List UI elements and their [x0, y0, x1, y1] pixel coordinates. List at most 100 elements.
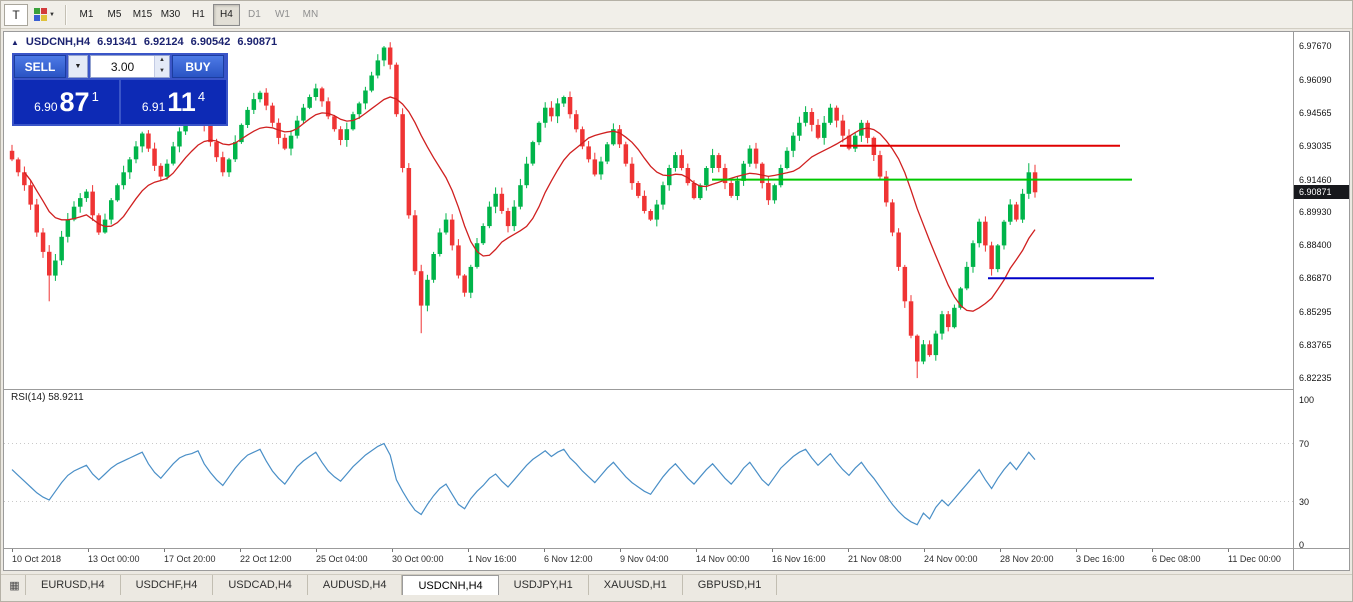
price-chart-canvas[interactable]: [4, 32, 1293, 389]
candle: [617, 129, 622, 145]
timeframe-h4[interactable]: H4: [212, 3, 240, 26]
pane-splitter[interactable]: [4, 389, 1293, 390]
time-axis-label: 1 Nov 16:00: [468, 554, 517, 564]
pointer-tool-button[interactable]: T: [4, 3, 28, 26]
candle: [78, 198, 83, 207]
candle: [908, 301, 914, 336]
candle: [9, 150, 15, 160]
candle: [511, 206, 517, 227]
tab-usdcad[interactable]: USDCAD,H4: [213, 575, 308, 595]
candle: [133, 146, 139, 160]
candle: [164, 163, 170, 177]
price-axis-label: 6.96090: [1299, 75, 1332, 85]
candle: [369, 75, 374, 91]
buy-price-display[interactable]: 6.91 11 4: [121, 80, 226, 124]
timeframe-m15[interactable]: M15: [129, 4, 156, 26]
tab-gbpusd[interactable]: GBPUSD,H1: [683, 575, 778, 595]
time-axis-label: 13 Oct 00:00: [88, 554, 140, 564]
candle: [822, 122, 827, 138]
lot-size-input[interactable]: [91, 56, 154, 77]
sell-price-display[interactable]: 6.90 87 1: [14, 80, 119, 124]
candle: [462, 275, 467, 293]
trade-options-dropdown[interactable]: ▼: [68, 55, 88, 78]
candle: [574, 114, 579, 130]
candle: [561, 97, 567, 104]
candle: [536, 122, 542, 143]
price-axis-label: 6.88400: [1299, 240, 1332, 250]
candle: [840, 120, 846, 136]
candle: [257, 92, 263, 100]
price-axis-label: 6.89930: [1299, 207, 1332, 217]
timeframe-w1[interactable]: W1: [269, 4, 296, 26]
timeframe-buttons: M1 M5 M15 M30 H1 H4 D1 W1 MN: [73, 3, 324, 26]
price-axis-label: 6.94565: [1299, 108, 1332, 118]
tab-usdchf[interactable]: USDCHF,H4: [121, 575, 214, 595]
time-axis: 10 Oct 2018 13 Oct 00:00 17 Oct 20:00 22 Oc…: [4, 548, 1349, 570]
candle: [989, 245, 994, 270]
time-axis-label: 16 Nov 16:00: [772, 554, 826, 564]
ma-line: [23, 96, 1036, 312]
candle: [791, 135, 796, 151]
candle: [592, 159, 598, 175]
candle: [685, 168, 691, 184]
candle: [251, 99, 257, 110]
lot-spinner-up-icon[interactable]: ▲: [159, 57, 165, 63]
candle: [183, 120, 188, 132]
candle: [431, 254, 436, 280]
timeframe-d1[interactable]: D1: [241, 4, 268, 26]
time-axis-label: 21 Nov 08:00: [848, 554, 902, 564]
candlestick-series: [9, 42, 1038, 379]
candle: [34, 204, 39, 233]
timeframe-m5[interactable]: M5: [101, 4, 128, 26]
candle: [846, 135, 852, 149]
timeframe-mn[interactable]: MN: [297, 4, 324, 26]
rsi-chart-canvas[interactable]: [4, 390, 1293, 548]
candle: [443, 219, 449, 233]
time-axis-tick: [468, 549, 469, 552]
tab-audusd[interactable]: AUDUSD,H4: [308, 575, 403, 595]
candle: [121, 172, 126, 186]
candle: [722, 168, 728, 184]
timeframe-m1[interactable]: M1: [73, 4, 100, 26]
time-axis-tick: [924, 549, 925, 552]
candle: [115, 185, 120, 201]
charts-list-icon[interactable]: ▦: [4, 575, 26, 595]
candle: [660, 185, 666, 205]
candle: [1026, 172, 1032, 194]
time-axis-label: 11 Dec 00:00: [1228, 554, 1281, 564]
time-axis-label: 28 Nov 20:00: [1000, 554, 1054, 564]
timeframe-h1[interactable]: H1: [185, 4, 212, 26]
candle: [567, 97, 573, 115]
chart-ohlc-header: ▲ USDCNH,H4 6.91341 6.92124 6.90542 6.90…: [11, 36, 277, 48]
candle: [865, 122, 870, 138]
buy-button[interactable]: BUY: [172, 55, 224, 78]
tab-usdjpy[interactable]: USDJPY,H1: [499, 575, 589, 595]
candle: [307, 97, 312, 108]
tab-xauusd[interactable]: XAUUSD,H1: [589, 575, 683, 595]
candle: [480, 226, 486, 244]
chart-objects-button[interactable]: ▼: [30, 4, 59, 26]
candle: [902, 266, 908, 302]
candle: [704, 168, 709, 186]
rsi-axis-label: 0: [1299, 540, 1305, 550]
candle: [505, 211, 511, 227]
lot-spinner-down-icon[interactable]: ▼: [159, 67, 165, 74]
candle: [834, 107, 839, 121]
timeframe-m30[interactable]: M30: [157, 4, 184, 26]
candle: [1008, 204, 1013, 222]
candle: [28, 185, 33, 205]
candle: [84, 191, 89, 199]
tab-eurusd[interactable]: EURUSD,H4: [26, 575, 121, 595]
time-axis-tick: [1228, 549, 1229, 552]
candle: [623, 144, 629, 164]
tab-usdcnh[interactable]: USDCNH,H4: [402, 575, 499, 595]
time-axis-tick: [696, 549, 697, 552]
candle: [784, 150, 790, 168]
candle: [772, 185, 777, 201]
time-axis-label: 6 Nov 12:00: [544, 554, 593, 564]
candle: [549, 107, 554, 117]
sell-price-point: 1: [91, 89, 99, 104]
candle: [59, 236, 64, 261]
sell-button[interactable]: SELL: [14, 55, 66, 78]
time-axis-tick: [848, 549, 849, 552]
